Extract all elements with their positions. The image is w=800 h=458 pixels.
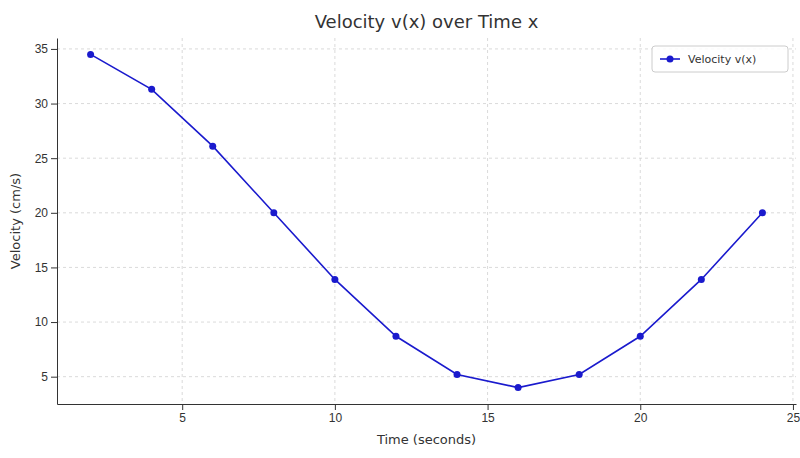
y-tick-mark — [51, 213, 57, 214]
y-grid-line — [57, 322, 796, 323]
x-tick: 10 — [329, 404, 343, 425]
y-tick-label: 5 — [41, 370, 48, 384]
y-tick-label: 10 — [35, 315, 49, 329]
y-tick: 25 — [35, 152, 57, 166]
series-marker — [576, 371, 583, 378]
x-tick-label: 15 — [481, 411, 495, 425]
y-axis-title: Velocity (cm/s) — [8, 173, 23, 269]
x-tick-mark — [793, 404, 794, 410]
x-tick: 15 — [481, 404, 495, 425]
y-tick-mark — [51, 267, 57, 268]
y-grid-line — [57, 267, 796, 268]
y-tick-mark — [51, 158, 57, 159]
y-grid-line — [57, 212, 796, 213]
x-tick-label: 10 — [329, 411, 343, 425]
series-marker — [87, 51, 94, 58]
y-axis: 5 10 15 20 25 30 35 — [35, 39, 58, 405]
series-marker — [148, 86, 155, 93]
x-tick-mark — [640, 404, 641, 410]
y-tick-mark — [51, 49, 57, 50]
y-tick: 30 — [35, 97, 57, 111]
series-marker — [209, 143, 216, 150]
y-tick-mark — [51, 322, 57, 323]
x-axis-line — [58, 404, 797, 405]
grid — [57, 38, 796, 404]
x-tick-mark — [335, 404, 336, 410]
series-marker — [759, 209, 766, 216]
y-tick-label: 25 — [35, 152, 49, 166]
x-tick: 5 — [179, 404, 186, 425]
legend-box — [652, 46, 788, 72]
x-tick-label: 25 — [787, 411, 800, 425]
legend: Velocity v(x) — [652, 46, 788, 72]
series-group — [87, 51, 766, 391]
y-tick: 15 — [35, 261, 57, 275]
x-axis-title: Time (seconds) — [376, 432, 476, 447]
y-tick: 5 — [41, 370, 57, 384]
y-tick-label: 35 — [35, 42, 49, 56]
y-grid-line — [57, 158, 796, 159]
series-marker — [515, 384, 522, 391]
title: Velocity v(x) over Time x — [315, 11, 539, 32]
series-marker — [270, 209, 277, 216]
y-tick-label: 15 — [35, 261, 49, 275]
x-tick-label: 20 — [634, 411, 648, 425]
x-tick-mark — [182, 404, 183, 410]
y-axis-line — [57, 39, 58, 405]
series-line — [91, 54, 763, 387]
x-tick: 20 — [634, 404, 648, 425]
y-tick: 10 — [35, 315, 57, 329]
plot-area: 5 10 15 20 25 5 10 15 20 25 30 35 Velocity v(x) — [35, 38, 800, 425]
y-tick-label: 30 — [35, 97, 49, 111]
x-axis: 5 10 15 20 25 — [58, 404, 800, 425]
x-tick-mark — [488, 404, 489, 410]
x-grid-line — [182, 38, 183, 404]
y-tick-mark — [51, 104, 57, 105]
series-marker — [331, 276, 338, 283]
x-tick: 25 — [787, 404, 800, 425]
x-grid-line — [487, 38, 488, 404]
y-tick-mark — [51, 377, 57, 378]
series-marker — [454, 371, 461, 378]
x-grid-line — [792, 38, 793, 404]
y-tick: 35 — [35, 42, 57, 56]
y-grid-line — [57, 376, 796, 377]
series-marker — [637, 333, 644, 340]
legend-marker — [667, 56, 674, 63]
legend-label: Velocity v(x) — [688, 53, 756, 66]
series-marker — [698, 276, 705, 283]
x-grid-line — [640, 38, 641, 404]
y-tick-label: 20 — [35, 206, 49, 220]
y-tick: 20 — [35, 206, 57, 220]
series-marker — [392, 333, 399, 340]
chart: 5 10 15 20 25 5 10 15 20 25 30 35 Velocity v(x) Veloc… — [0, 0, 800, 458]
x-grid-line — [334, 38, 335, 404]
x-tick-label: 5 — [179, 411, 186, 425]
